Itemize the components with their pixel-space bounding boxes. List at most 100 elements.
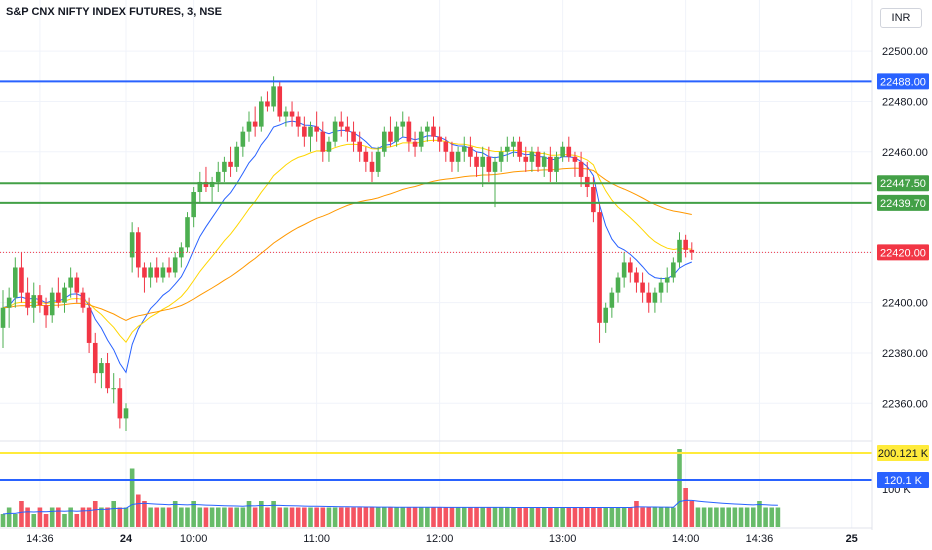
volume-bar: [314, 507, 319, 527]
candle-body: [326, 141, 332, 152]
volume-bar: [769, 507, 775, 527]
candle: [265, 91, 270, 112]
volume-bar: [388, 507, 393, 527]
candle-body: [640, 282, 645, 293]
price-line-tag-bg: [877, 194, 929, 211]
candle-body: [19, 267, 24, 293]
volume-bar: [578, 507, 584, 527]
volume-bar: [517, 507, 522, 527]
candle-body: [412, 141, 418, 147]
volume-bar: [209, 507, 215, 527]
volume-bar: [37, 507, 43, 527]
volume-bar: [289, 507, 295, 527]
currency-button[interactable]: INR: [880, 8, 922, 28]
candle: [357, 131, 362, 162]
candle: [123, 403, 129, 431]
candle: [277, 81, 283, 122]
candle: [677, 232, 682, 268]
candle: [338, 111, 344, 137]
volume-bar: [375, 507, 381, 527]
candle-body: [615, 277, 621, 293]
candle-body: [117, 388, 123, 419]
candle: [197, 171, 203, 203]
candle-body: [511, 141, 516, 147]
candle: [222, 156, 227, 182]
volume-bar: [664, 507, 670, 527]
volume-bar: [603, 507, 608, 527]
candle: [461, 136, 467, 162]
candle-body: [6, 297, 12, 308]
volume-bar: [480, 507, 485, 527]
candle-body: [437, 136, 442, 142]
candle: [394, 121, 399, 147]
candle-body: [43, 305, 49, 316]
volume-bar: [345, 507, 350, 527]
candle-body: [197, 181, 203, 193]
candle: [523, 146, 529, 172]
volume-bar: [744, 507, 750, 527]
volume-bar: [701, 507, 707, 527]
candle: [105, 352, 110, 394]
volume-bar: [738, 507, 744, 527]
volume-series: [0, 449, 781, 527]
volume-bar: [62, 514, 67, 527]
volume-bar: [461, 507, 467, 527]
candle: [326, 136, 332, 162]
candle-body: [628, 262, 633, 273]
candle: [511, 136, 516, 157]
candle: [382, 126, 387, 157]
time-axis[interactable]: 14:36 24 10:00 11:00 12:00 13:00 14:00 14:36 25: [26, 533, 858, 545]
candle-body: [468, 146, 473, 157]
volume-bar: [498, 507, 504, 527]
price-line-tag-bg: [877, 73, 929, 90]
candle-body: [597, 212, 602, 323]
volume-bar: [523, 507, 529, 527]
candle-body: [345, 126, 350, 132]
candle: [689, 242, 695, 260]
volume-bar: [468, 507, 473, 527]
candle-body: [584, 176, 590, 187]
ema-fast-line: [2, 120, 692, 374]
volume-bar: [129, 468, 135, 527]
candle: [646, 282, 652, 313]
candle: [160, 262, 166, 283]
candle-body: [277, 86, 283, 117]
candle: [671, 257, 676, 283]
candle: [345, 116, 350, 142]
volume-bar: [259, 501, 264, 527]
volume-bar: [172, 501, 178, 527]
candle-body: [603, 307, 608, 323]
last-price-tag-bg: [877, 244, 929, 261]
volume-bar: [584, 507, 590, 527]
candle-body: [683, 239, 688, 250]
volume-bar: [136, 494, 141, 527]
candle: [480, 146, 485, 187]
candle-body: [129, 232, 135, 258]
volume-bar: [621, 507, 627, 527]
volume-bar: [689, 501, 695, 527]
candle: [572, 151, 578, 177]
candle: [234, 141, 239, 172]
candle-body: [68, 277, 73, 288]
candle-body: [375, 151, 381, 172]
candle-body: [394, 126, 399, 142]
horizontal-price-lines[interactable]: [0, 80, 872, 481]
candle: [652, 287, 658, 313]
candle-body: [123, 408, 129, 419]
price-axis[interactable]: 22500.0022480.0022460.0022440.0022420.00…: [882, 46, 928, 410]
volume-bar: [505, 507, 510, 527]
volume-bar: [560, 507, 565, 527]
candle-body: [56, 292, 61, 303]
chart-grid: [0, 0, 872, 528]
candle-body: [215, 171, 221, 182]
candle-body: [671, 262, 676, 278]
volume-bar: [6, 507, 12, 527]
candle-body: [591, 186, 596, 213]
candle: [117, 378, 123, 429]
candle: [308, 121, 313, 152]
volume-bar: [751, 507, 756, 527]
volume-bar: [228, 507, 233, 527]
candle-body: [148, 267, 153, 278]
candle-body: [572, 156, 578, 162]
